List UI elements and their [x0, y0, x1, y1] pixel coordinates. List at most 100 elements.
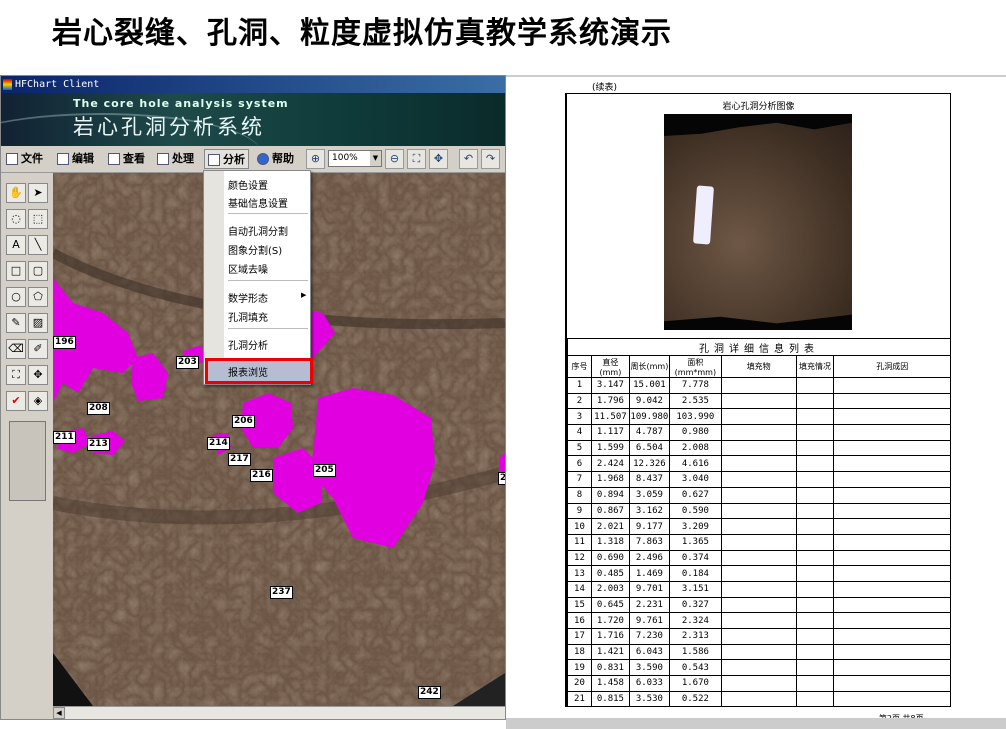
menu-item-report-browse[interactable]: 报表浏览 [228, 368, 268, 379]
scroll-left-icon[interactable]: ◀ [53, 707, 65, 719]
table-cell: 6 [567, 455, 592, 473]
table-cell [720, 659, 797, 677]
pan-center-button[interactable]: ✥ [429, 149, 448, 169]
pen-tool-icon[interactable]: ✎ [6, 313, 26, 333]
text-tool-icon[interactable]: A [6, 235, 26, 255]
hand-tool-icon[interactable]: ✋ [6, 183, 26, 203]
menu-help[interactable]: 帮助 [254, 149, 294, 169]
menu-item-basic-info-settings[interactable]: 基础信息设置 [228, 199, 288, 210]
table-cell: 9.761 [628, 612, 670, 629]
rect-select-icon[interactable]: ⬚ [28, 209, 48, 229]
menu-item-color-settings[interactable]: 颜色设置 [228, 181, 268, 192]
fit-window-button[interactable]: ⛶ [407, 149, 426, 169]
zoom-in-button[interactable]: ⊕ [306, 149, 325, 169]
table-cell: 11.507 [590, 408, 630, 426]
line-tool-icon[interactable]: ╲ [28, 235, 48, 255]
table-cell [833, 659, 951, 677]
table-cell [720, 471, 797, 488]
horizontal-scrollbar[interactable]: ◀ [53, 706, 505, 719]
table-cell [833, 377, 951, 394]
hole-label: 211 [53, 431, 76, 444]
table-row: 6 2.424 12.326 4.616 [567, 455, 951, 473]
table-row: 4 1.117 4.787 0.980 [567, 424, 951, 441]
table-cell: 7.778 [668, 377, 722, 394]
table-cell: 11 [567, 533, 592, 551]
menu-analysis[interactable]: 分析 [204, 149, 249, 169]
table-cell [720, 455, 797, 473]
banner: The core hole analysis system 岩心孔洞分析系统 [1, 93, 505, 146]
redo-button[interactable]: ↷ [481, 149, 500, 169]
table-cell: 6.043 [628, 643, 670, 661]
pointer-tool-icon[interactable]: ➤ [28, 183, 48, 203]
fill-tool-icon[interactable]: ◈ [28, 391, 48, 411]
move-tool-icon[interactable]: ✥ [28, 365, 48, 385]
table-cell: 0.590 [668, 502, 722, 520]
tool-palette: ✋ ➤ ◌ ⬚ A ╲ □ ▢ ○ ⬠ ✎ ▨ ⌫ ✐ ⛶ ✥ ✔ ◈ [1, 173, 53, 706]
hole-label: 214 [207, 437, 230, 450]
table-cell: 1.599 [590, 439, 630, 457]
table-cell [795, 643, 835, 661]
app-icon [3, 79, 12, 90]
polygon-tool-icon[interactable]: ⬠ [28, 287, 48, 307]
table-cell: 1.469 [628, 565, 670, 582]
color-well[interactable] [9, 421, 46, 501]
menu-item-auto-hole-segmentation[interactable]: 自动孔洞分割 [228, 227, 288, 238]
hole-regions [53, 278, 505, 548]
table-cell [795, 408, 835, 426]
ellipse-tool-icon[interactable]: ○ [6, 287, 26, 307]
table-cell [833, 628, 951, 645]
undo-button[interactable]: ↶ [459, 149, 478, 169]
table-cell [720, 392, 797, 410]
table-row: 2 1.796 9.042 2.535 [567, 392, 951, 410]
table-cell: 2.535 [668, 392, 722, 410]
table-cell [795, 392, 835, 410]
table-cell: 1.968 [590, 471, 630, 488]
eyedropper-tool-icon[interactable]: ✐ [28, 339, 48, 359]
table-cell: 2.021 [590, 518, 630, 535]
column-header: 面积(mm*mm) [668, 355, 722, 378]
rounded-rect-tool-icon[interactable]: ▢ [28, 261, 48, 281]
table-row: 15 0.645 2.231 0.327 [567, 596, 951, 614]
table-cell [795, 424, 835, 441]
table-cell: 2.008 [668, 439, 722, 457]
chevron-down-icon[interactable]: ▼ [370, 151, 381, 166]
menu-item-region-denoise[interactable]: 区域去噪 [228, 265, 268, 276]
menu-item-hole-fill[interactable]: 孔洞填充 [228, 313, 268, 324]
table-cell [795, 439, 835, 457]
table-cell: 5 [567, 439, 592, 457]
table-cell [720, 439, 797, 457]
brush-tool-icon[interactable]: ▨ [28, 313, 48, 333]
table-cell [795, 518, 835, 535]
menu-item-morphology[interactable]: 数学形态 [228, 294, 268, 305]
eraser-tool-icon[interactable]: ⌫ [6, 339, 26, 359]
title-bar: HFChart Client [1, 76, 505, 93]
menu-view[interactable]: 查看 [105, 149, 145, 169]
table-cell: 1.796 [590, 392, 630, 410]
table-cell: 15 [567, 596, 592, 614]
table-cell [795, 565, 835, 582]
crop-tool-icon[interactable]: ⛶ [6, 365, 26, 385]
chart-icon [208, 154, 220, 166]
table-cell: 3.530 [628, 690, 670, 708]
table-cell [720, 533, 797, 551]
menu-edit[interactable]: 编辑 [54, 149, 94, 169]
table-cell [795, 612, 835, 629]
check-tool-icon[interactable]: ✔ [6, 391, 26, 411]
zoom-select[interactable]: 100% ▼ [328, 150, 382, 167]
lasso-tool-icon[interactable]: ◌ [6, 209, 26, 229]
table-cell [833, 533, 951, 551]
table-cell: 2.313 [668, 628, 722, 645]
table-row: 20 1.458 6.033 1.670 [567, 675, 951, 692]
rectangle-tool-icon[interactable]: □ [6, 261, 26, 281]
hole-label: 196 [53, 336, 76, 349]
table-cell [720, 408, 797, 426]
table-cell: 0.980 [668, 424, 722, 441]
menu-item-hole-analysis[interactable]: 孔洞分析 [228, 341, 268, 352]
menu-file[interactable]: 文件 [3, 149, 43, 169]
menu-item-report-browse-highlight[interactable] [205, 358, 313, 384]
menu-process[interactable]: 处理 [154, 149, 194, 169]
menu-item-image-segmentation[interactable]: 图象分割(S) [228, 246, 283, 257]
table-cell: 3 [567, 408, 592, 426]
zoom-out-button[interactable]: ⊖ [385, 149, 404, 169]
table-cell: 2.003 [590, 580, 630, 598]
